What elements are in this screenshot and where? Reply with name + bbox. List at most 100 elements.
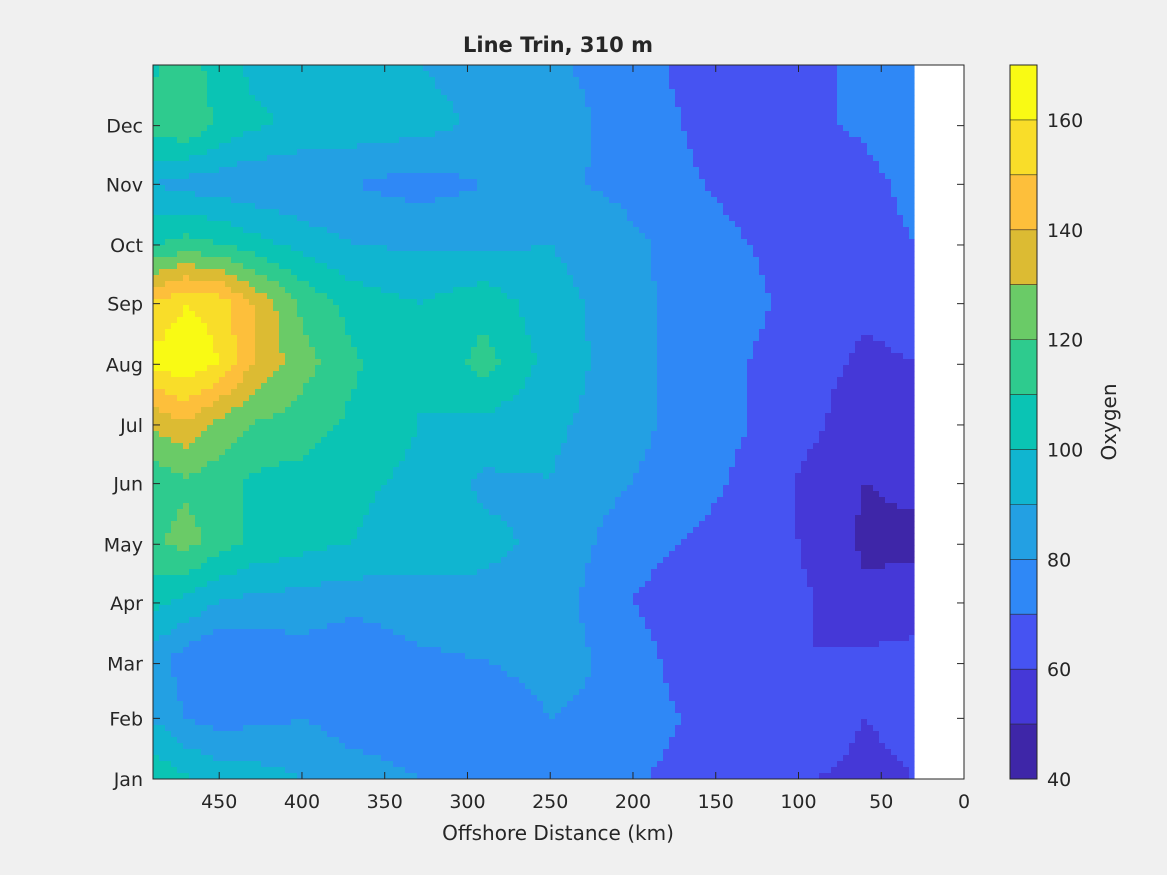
contour-cell xyxy=(711,281,718,288)
contour-cell xyxy=(705,65,712,72)
contour-cell xyxy=(621,161,628,168)
contour-cell xyxy=(789,143,796,150)
contour-cell xyxy=(777,71,784,78)
contour-cell xyxy=(531,227,538,234)
contour-cell xyxy=(657,275,664,282)
contour-cell xyxy=(819,287,826,294)
contour-cell xyxy=(255,269,262,276)
contour-cell xyxy=(597,77,604,84)
contour-cell xyxy=(639,245,646,252)
contour-cell xyxy=(231,125,238,132)
contour-cell xyxy=(429,65,436,72)
contour-cell xyxy=(483,257,490,264)
contour-cell xyxy=(417,209,424,216)
contour-cell xyxy=(261,203,268,210)
contour-cell xyxy=(531,107,538,114)
contour-cell xyxy=(213,209,220,216)
contour-cell xyxy=(363,287,370,294)
contour-cell xyxy=(315,71,322,78)
contour-cell xyxy=(627,107,634,114)
contour-cell xyxy=(609,197,616,204)
contour-cell xyxy=(567,209,574,216)
contour-cell xyxy=(435,137,442,144)
contour-cell xyxy=(153,275,160,282)
contour-cell xyxy=(741,191,748,198)
contour-cell xyxy=(399,89,406,96)
contour-cell xyxy=(795,125,802,132)
contour-cell xyxy=(615,215,622,222)
contour-cell xyxy=(591,137,598,144)
contour-cell xyxy=(855,281,862,288)
contour-cell xyxy=(741,95,748,102)
contour-cell xyxy=(411,119,418,126)
contour-cell xyxy=(735,287,742,294)
contour-cell xyxy=(813,203,820,210)
contour-cell xyxy=(807,167,814,174)
contour-cell xyxy=(759,227,766,234)
contour-cell xyxy=(189,263,196,270)
contour-cell xyxy=(591,257,598,264)
contour-cell xyxy=(711,95,718,102)
contour-cell xyxy=(333,185,340,192)
contour-cell xyxy=(483,83,490,90)
contour-cell xyxy=(825,293,832,300)
contour-cell xyxy=(483,71,490,78)
contour-cell xyxy=(729,95,736,102)
contour-cell xyxy=(729,149,736,156)
contour-cell xyxy=(477,143,484,150)
contour-cell xyxy=(861,293,868,300)
contour-cell xyxy=(549,185,556,192)
contour-cell xyxy=(717,239,724,246)
contour-cell xyxy=(363,155,370,162)
contour-cell xyxy=(765,251,772,258)
contour-cell xyxy=(153,101,160,108)
contour-cell xyxy=(495,191,502,198)
contour-cell xyxy=(159,71,166,78)
contour-cell xyxy=(237,299,244,306)
contour-cell xyxy=(231,83,238,90)
contour-cell xyxy=(285,143,292,150)
contour-cell xyxy=(165,125,172,132)
contour-cell xyxy=(903,281,910,288)
contour-cell xyxy=(477,155,484,162)
contour-cell xyxy=(201,83,208,90)
contour-cell xyxy=(495,227,502,234)
contour-cell xyxy=(267,251,274,258)
contour-cell xyxy=(405,101,412,108)
contour-cell xyxy=(591,83,598,90)
contour-cell xyxy=(819,233,826,240)
contour-cell xyxy=(813,119,820,126)
contour-cell xyxy=(639,203,646,210)
contour-cell xyxy=(333,215,340,222)
contour-cell xyxy=(519,293,526,300)
contour-cell xyxy=(681,101,688,108)
contour-cell xyxy=(387,215,394,222)
contour-cell xyxy=(771,107,778,114)
contour-cell xyxy=(249,173,256,180)
contour-cell xyxy=(231,101,238,108)
contour-cell xyxy=(831,263,838,270)
contour-cell xyxy=(765,83,772,90)
contour-cell xyxy=(213,77,220,84)
contour-cell xyxy=(315,65,322,72)
contour-cell xyxy=(879,89,886,96)
contour-cell xyxy=(519,143,526,150)
contour-cell xyxy=(405,263,412,270)
contour-cell xyxy=(645,149,652,156)
contour-cell xyxy=(423,227,430,234)
contour-cell xyxy=(867,185,874,192)
contour-cell xyxy=(429,257,436,264)
contour-cell xyxy=(237,173,244,180)
contour-cell xyxy=(909,101,915,108)
contour-cell xyxy=(603,287,610,294)
contour-cell xyxy=(717,221,724,228)
contour-cell xyxy=(513,89,520,96)
contour-cell xyxy=(573,221,580,228)
contour-cell xyxy=(909,287,915,294)
contour-cell xyxy=(327,233,334,240)
contour-cell xyxy=(873,209,880,216)
contour-cell xyxy=(357,161,364,168)
contour-cell xyxy=(585,167,592,174)
contour-cell xyxy=(639,251,646,258)
contour-cell xyxy=(705,239,712,246)
